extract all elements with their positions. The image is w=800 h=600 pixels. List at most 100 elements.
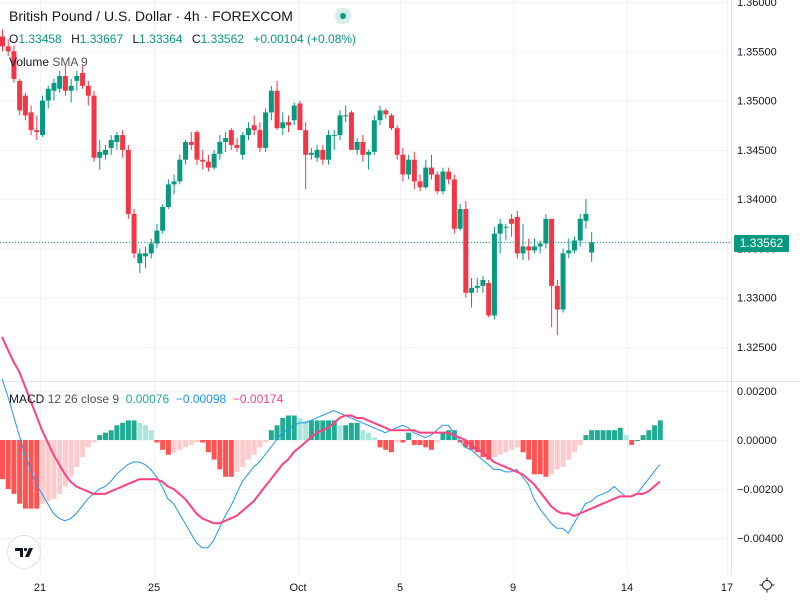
candle — [171, 174, 177, 195]
candle-body — [51, 82, 57, 91]
tradingview-logo[interactable] — [7, 535, 41, 569]
candle-body — [589, 242, 595, 253]
candle-body — [183, 141, 189, 160]
candle-body — [40, 100, 46, 136]
macd-hist-bar — [446, 430, 452, 440]
macd-hist-bar — [286, 415, 291, 440]
close-label: C — [191, 32, 201, 46]
candle-body — [268, 90, 274, 113]
candle-body — [451, 179, 457, 229]
macd-hist-bar — [417, 440, 423, 445]
candle — [234, 138, 240, 152]
candle — [5, 39, 11, 57]
market-status-indicator[interactable] — [335, 8, 351, 24]
macd-hist-bar — [577, 440, 583, 445]
macd-hist-bar — [406, 432, 412, 440]
macd-hist-bar — [434, 440, 440, 443]
macd-hist-bar — [68, 440, 74, 477]
price-axis[interactable]: 1.360001.355001.350001.345001.340001.335… — [737, 0, 777, 354]
macd-hist-bar — [143, 425, 148, 440]
candle — [223, 132, 229, 152]
candle — [125, 144, 131, 219]
candle — [211, 149, 217, 170]
macd-hist-bar — [606, 430, 612, 440]
status-dot-icon — [340, 13, 346, 19]
macd-hist-bar — [360, 430, 366, 440]
candle-body — [85, 85, 91, 96]
candle — [549, 218, 555, 328]
candle-body — [0, 36, 5, 47]
candle-body — [514, 216, 520, 254]
macd-hist-bar — [148, 430, 154, 440]
candle — [51, 78, 57, 101]
candle — [228, 128, 234, 150]
candle — [423, 159, 429, 190]
low-value: 1.33364 — [139, 32, 183, 46]
macd-hist-bar — [486, 440, 492, 460]
signal-line — [1, 336, 661, 525]
macd-hist-bar — [5, 440, 11, 489]
candle — [154, 223, 160, 249]
macd-hist-bar — [509, 440, 515, 450]
candle — [554, 279, 560, 336]
candle-body — [423, 167, 429, 188]
candle-body — [108, 139, 114, 148]
candle — [62, 66, 68, 96]
macd-hist-bar — [652, 425, 658, 440]
candle-body — [400, 154, 406, 175]
candle — [183, 139, 189, 165]
candle-body — [45, 88, 51, 101]
macd-hist-bar — [366, 432, 372, 440]
volume-legend[interactable]: Volume SMA 9 — [9, 55, 88, 69]
macd-hist-bar — [612, 430, 618, 440]
candle-body — [503, 226, 509, 228]
macd-hist-bar — [337, 425, 343, 440]
price-axis-label: 1.35500 — [737, 46, 777, 58]
macd-hist-bar — [646, 430, 652, 440]
candle — [446, 167, 452, 185]
macd-hist-bar — [91, 440, 97, 443]
macd-hist-bar — [34, 440, 40, 509]
candle-body — [394, 128, 400, 155]
candle-body — [577, 218, 583, 241]
macd-hist-bar — [480, 440, 486, 458]
candle — [543, 213, 549, 249]
candle-body — [360, 141, 366, 155]
open-value: 1.33458 — [18, 32, 62, 46]
symbol-title[interactable]: British Pound / U.S. Dollar · 4h · FOREX… — [9, 8, 293, 24]
candle-body — [417, 181, 423, 188]
candle — [120, 130, 126, 158]
candle-body — [486, 282, 492, 316]
candle-body — [406, 159, 412, 175]
candle-body — [474, 285, 480, 288]
candle — [200, 149, 206, 170]
macd-hist-bar — [526, 440, 532, 460]
candle — [469, 277, 475, 308]
macd-hist-bar — [97, 435, 103, 440]
macd-hist-bar — [491, 440, 497, 458]
candle-body — [240, 135, 246, 155]
macd-axis[interactable]: 0.00200 0.00000 −0.00200 −0.00400 — [737, 386, 783, 545]
macd-hist-bar — [634, 440, 640, 441]
time-axis[interactable]: 21 25 Oct 5 9 14 17 — [34, 582, 733, 594]
macd-hist-bar — [371, 437, 377, 440]
settings-gear-icon[interactable] — [759, 577, 775, 593]
candle-body — [509, 218, 515, 224]
candle-body — [154, 230, 160, 244]
time-axis-label: 9 — [510, 582, 516, 594]
low-label: L — [132, 32, 140, 46]
open-label: O — [9, 32, 19, 46]
candle — [297, 100, 303, 131]
macd-legend[interactable]: MACD 12 26 close 9 0.00076 −0.00098 −0.0… — [9, 392, 283, 406]
macd-hist-bar — [429, 440, 434, 450]
candle-body — [165, 184, 171, 208]
candle — [383, 108, 389, 119]
macd-hist-bar — [251, 440, 257, 455]
candle-body — [411, 159, 417, 182]
candle — [520, 223, 526, 261]
candle — [165, 179, 171, 209]
candle — [205, 154, 211, 172]
candle — [68, 78, 74, 103]
macd-hist-bar — [440, 432, 446, 440]
